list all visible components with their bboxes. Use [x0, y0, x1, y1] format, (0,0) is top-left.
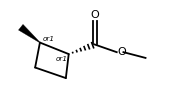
Text: or1: or1 — [55, 56, 67, 62]
Text: O: O — [90, 10, 99, 19]
Text: or1: or1 — [43, 36, 55, 42]
Polygon shape — [18, 24, 40, 43]
Text: O: O — [118, 47, 126, 57]
